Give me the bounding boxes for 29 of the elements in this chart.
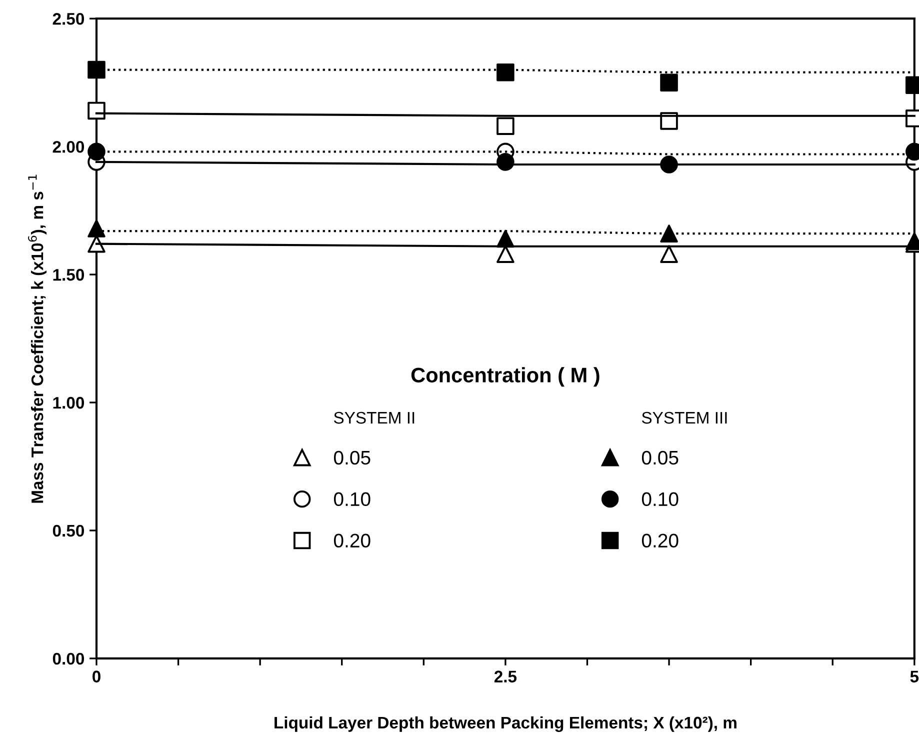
y-tick-label: 0.00 <box>52 652 84 665</box>
legend-label: 0.10 <box>334 492 370 506</box>
y-tick-label: 2.00 <box>52 140 84 153</box>
y-tick-label: 2.50 <box>52 13 84 25</box>
y-axis-title: Mass Transfer Coefficient; k (x10$^{6}$), m s$^{−1}$ <box>28 174 47 503</box>
legend-label: 0.20 <box>642 534 678 548</box>
point <box>88 102 106 120</box>
point <box>660 245 678 263</box>
point <box>660 74 678 92</box>
legend-label: 0.10 <box>642 492 678 506</box>
point <box>496 117 514 135</box>
y-tick-label: 0.50 <box>52 524 84 537</box>
x-tick-label: 2.5 <box>494 670 517 682</box>
legend-label: 0.05 <box>334 450 370 465</box>
y-tick-label: 1.50 <box>53 268 84 281</box>
legend-label: 0.20 <box>334 534 370 548</box>
x-tick-label: 5 <box>910 670 919 682</box>
legend-title: Concentration ( M ) <box>411 367 600 387</box>
point <box>496 63 514 82</box>
point <box>660 224 678 242</box>
x-tick-label: 0 <box>92 670 100 682</box>
point <box>88 142 106 161</box>
legend-label: 0.05 <box>642 450 678 465</box>
point <box>88 220 106 238</box>
point <box>88 60 106 79</box>
y-tick-label: 1.00 <box>53 396 84 409</box>
annotation: SYSTEM II <box>334 412 414 424</box>
x-axis-title: Liquid Layer Depth between Packing Elements; X (x10²), m <box>274 716 736 732</box>
annotation: SYSTEM III <box>642 412 727 424</box>
